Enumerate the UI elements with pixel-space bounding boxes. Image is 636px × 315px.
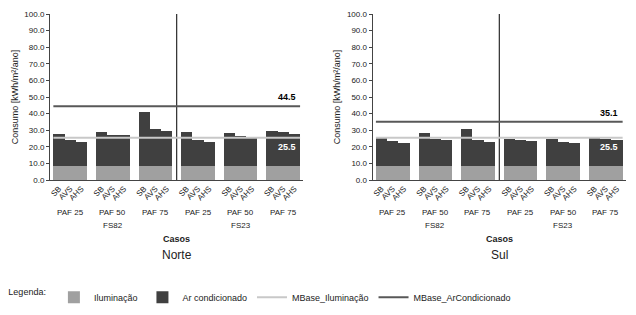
svg-text:SB: SB xyxy=(542,184,556,198)
svg-text:PAF 25: PAF 25 xyxy=(379,208,406,217)
svg-text:50.0: 50.0 xyxy=(29,93,45,102)
svg-text:100.0: 100.0 xyxy=(24,10,45,19)
svg-text:20.0: 20.0 xyxy=(351,143,367,152)
svg-text:Casos: Casos xyxy=(486,234,513,244)
svg-text:AVS: AVS xyxy=(100,184,117,201)
svg-text:FS82: FS82 xyxy=(103,221,123,230)
svg-text:70.0: 70.0 xyxy=(29,60,45,69)
svg-text:FS23: FS23 xyxy=(553,221,573,230)
svg-text:80.0: 80.0 xyxy=(351,43,367,52)
svg-text:25.5: 25.5 xyxy=(278,142,296,152)
svg-text:AVS: AVS xyxy=(228,184,245,201)
svg-text:25.5: 25.5 xyxy=(600,142,618,152)
svg-text:SB: SB xyxy=(49,184,63,198)
svg-text:AHS: AHS xyxy=(561,184,579,202)
svg-text:30.0: 30.0 xyxy=(29,126,45,135)
svg-text:Iluminação: Iluminação xyxy=(94,293,138,303)
svg-text:MBase_Iluminação: MBase_Iluminação xyxy=(292,293,369,303)
svg-text:35.1: 35.1 xyxy=(600,108,618,118)
svg-text:Consumo [kWh/m²/ano]: Consumo [kWh/m²/ano] xyxy=(10,50,20,145)
svg-text:PAF 50: PAF 50 xyxy=(227,208,254,217)
svg-text:70.0: 70.0 xyxy=(351,60,367,69)
svg-text:FS82: FS82 xyxy=(425,221,445,230)
svg-text:PAF 25: PAF 25 xyxy=(57,208,84,217)
svg-text:PAF 25: PAF 25 xyxy=(507,208,534,217)
svg-text:30.0: 30.0 xyxy=(351,126,367,135)
svg-text:AVS: AVS xyxy=(465,184,482,201)
svg-text:20.0: 20.0 xyxy=(29,143,45,152)
svg-text:AVS: AVS xyxy=(380,184,397,201)
svg-text:AHS: AHS xyxy=(195,184,213,202)
svg-text:0.0: 0.0 xyxy=(356,176,368,185)
svg-text:AVS: AVS xyxy=(57,184,74,201)
svg-text:10.0: 10.0 xyxy=(29,159,45,168)
svg-text:AHS: AHS xyxy=(153,184,171,202)
svg-text:AHS: AHS xyxy=(433,184,451,202)
svg-text:AHS: AHS xyxy=(238,184,256,202)
svg-text:Legenda:: Legenda: xyxy=(8,287,46,297)
svg-text:MBase_ArCondicionado: MBase_ArCondicionado xyxy=(414,293,511,303)
svg-text:40.0: 40.0 xyxy=(351,109,367,118)
svg-text:80.0: 80.0 xyxy=(29,43,45,52)
svg-text:PAF 75: PAF 75 xyxy=(270,208,297,217)
svg-text:Ar condicionado: Ar condicionado xyxy=(182,293,247,303)
svg-text:SB: SB xyxy=(585,184,599,198)
svg-text:40.0: 40.0 xyxy=(29,109,45,118)
svg-text:50.0: 50.0 xyxy=(351,93,367,102)
svg-text:60.0: 60.0 xyxy=(29,76,45,85)
svg-text:SB: SB xyxy=(92,184,106,198)
svg-text:AHS: AHS xyxy=(281,184,299,202)
svg-text:SB: SB xyxy=(372,184,386,198)
svg-text:FS23: FS23 xyxy=(231,221,251,230)
svg-text:AVS: AVS xyxy=(185,184,202,201)
svg-text:10.0: 10.0 xyxy=(351,159,367,168)
svg-text:90.0: 90.0 xyxy=(29,26,45,35)
svg-text:PAF 25: PAF 25 xyxy=(185,208,212,217)
svg-text:AHS: AHS xyxy=(390,184,408,202)
svg-text:PAF 50: PAF 50 xyxy=(550,208,577,217)
svg-text:SB: SB xyxy=(500,184,514,198)
svg-text:SB: SB xyxy=(135,184,149,198)
svg-text:SB: SB xyxy=(414,184,428,198)
svg-text:SB: SB xyxy=(457,184,471,198)
svg-text:Sul: Sul xyxy=(491,248,508,262)
svg-text:AVS: AVS xyxy=(593,184,610,201)
svg-text:AVS: AVS xyxy=(270,184,287,201)
svg-text:60.0: 60.0 xyxy=(351,76,367,85)
svg-text:SB: SB xyxy=(177,184,191,198)
svg-text:AHS: AHS xyxy=(518,184,536,202)
svg-text:PAF 50: PAF 50 xyxy=(99,208,126,217)
svg-text:AHS: AHS xyxy=(68,184,86,202)
svg-text:AVS: AVS xyxy=(422,184,439,201)
svg-text:Casos: Casos xyxy=(163,234,190,244)
svg-text:90.0: 90.0 xyxy=(351,26,367,35)
svg-text:AVS: AVS xyxy=(508,184,525,201)
svg-text:Norte: Norte xyxy=(162,248,192,262)
svg-text:SB: SB xyxy=(262,184,276,198)
svg-text:44.5: 44.5 xyxy=(278,92,296,102)
svg-text:SB: SB xyxy=(220,184,234,198)
svg-text:PAF 75: PAF 75 xyxy=(592,208,619,217)
svg-text:Consumo [kWh/m²/ano]: Consumo [kWh/m²/ano] xyxy=(332,50,342,145)
svg-text:0.0: 0.0 xyxy=(33,176,45,185)
svg-text:AHS: AHS xyxy=(603,184,621,202)
svg-text:PAF 50: PAF 50 xyxy=(422,208,449,217)
svg-text:100.0: 100.0 xyxy=(347,10,368,19)
svg-text:AVS: AVS xyxy=(550,184,567,201)
svg-text:AHS: AHS xyxy=(475,184,493,202)
svg-text:PAF 75: PAF 75 xyxy=(464,208,491,217)
svg-text:PAF 75: PAF 75 xyxy=(142,208,169,217)
svg-text:AVS: AVS xyxy=(142,184,159,201)
svg-text:AHS: AHS xyxy=(110,184,128,202)
